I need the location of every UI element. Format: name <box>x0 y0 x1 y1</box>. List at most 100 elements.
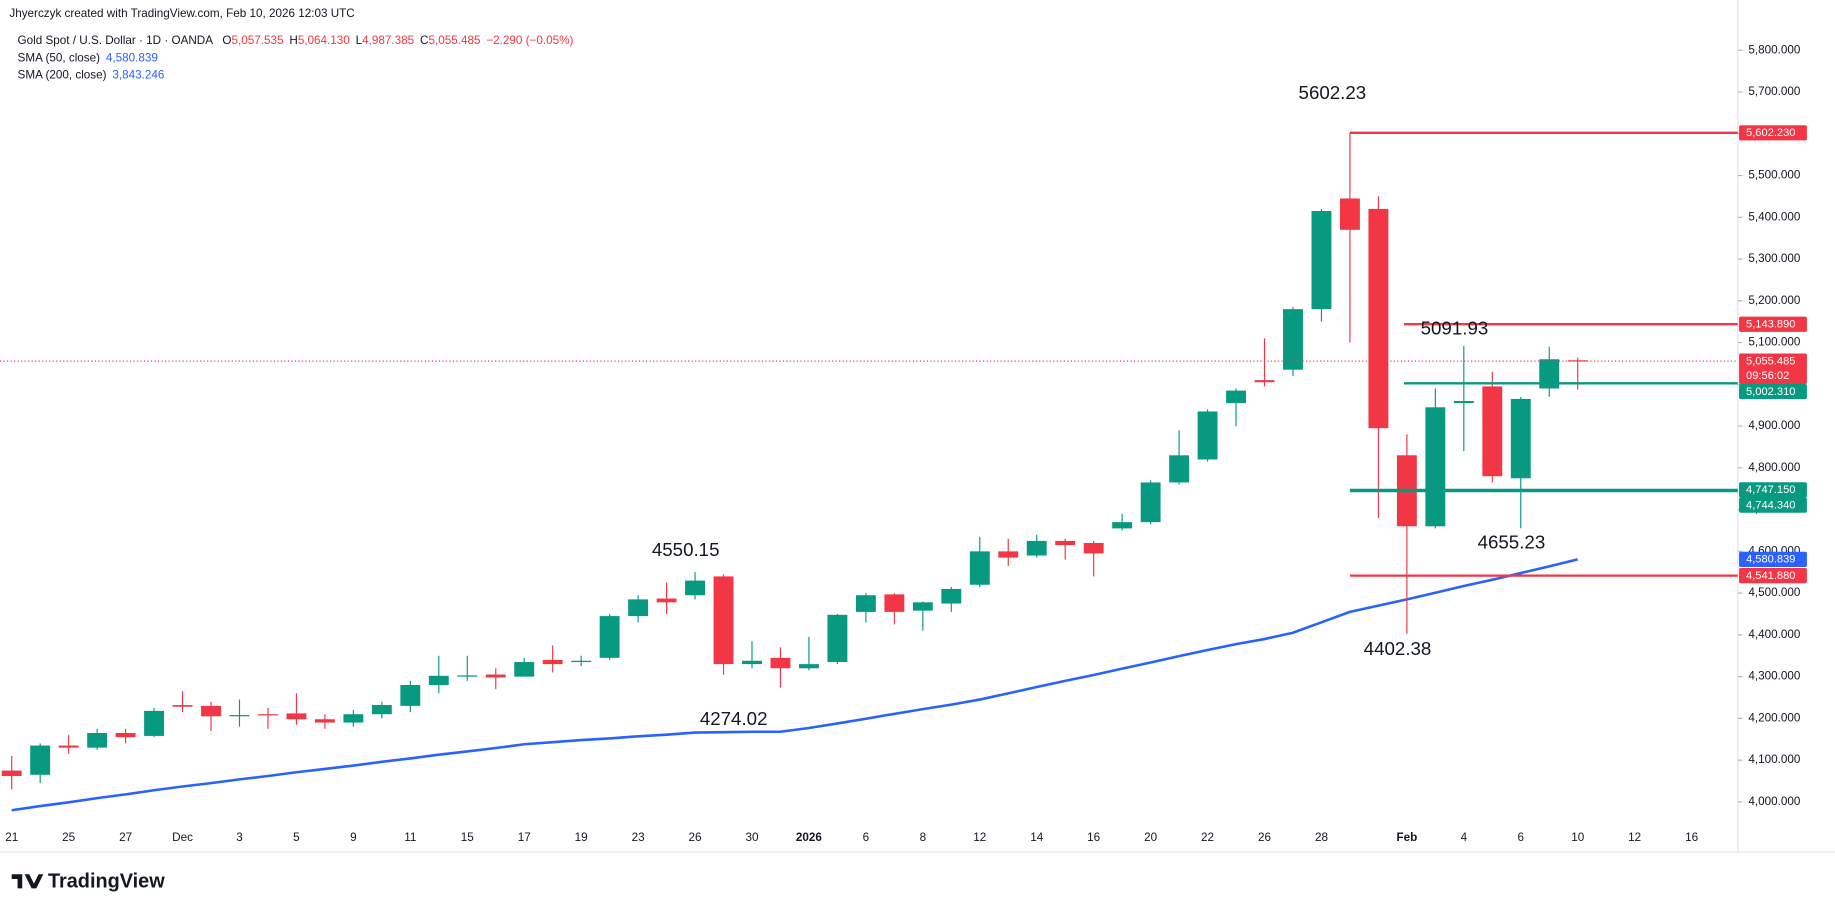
ohlc-key: O <box>222 34 231 47</box>
y-tick-label: 4,900.000 <box>1748 419 1800 432</box>
candle-body <box>969 551 990 585</box>
y-tick-label: 4,800.000 <box>1748 461 1800 474</box>
candle-body <box>1482 386 1503 477</box>
x-tick-label: 17 <box>518 831 531 844</box>
candle-body <box>1283 309 1303 370</box>
ohlc-value: 5,064.130 <box>298 34 350 47</box>
candle-body <box>485 674 506 678</box>
candle-body <box>400 684 421 706</box>
x-tick-label: 12 <box>1628 831 1641 844</box>
candle-body <box>1226 390 1246 404</box>
price-annotation: 4655.23 <box>1478 531 1546 552</box>
x-tick-label: 8 <box>920 831 927 844</box>
candle-body <box>656 598 677 603</box>
x-tick-label: 10 <box>1571 831 1584 844</box>
candle-body <box>58 745 79 748</box>
x-tick-label: 16 <box>1685 831 1698 844</box>
indicator-legend: SMA (200, close) 3,843.246 <box>18 69 165 82</box>
x-tick-label: 6 <box>1518 831 1525 844</box>
x-tick-label: Dec <box>172 831 193 844</box>
price-tag-label: 5,055.485 <box>1746 355 1795 367</box>
candle-body <box>1140 482 1161 523</box>
x-tick-label: Feb <box>1396 831 1417 844</box>
y-tick-label: 4,400.000 <box>1748 628 1800 641</box>
price-annotation: 4274.02 <box>700 708 768 729</box>
y-tick-label: 4,500.000 <box>1748 586 1800 599</box>
price-tag-label: 4,747.150 <box>1746 484 1795 496</box>
x-tick-label: 12 <box>973 831 986 844</box>
y-tick-label: 5,800.000 <box>1748 43 1800 56</box>
price-annotation: 5602.23 <box>1299 82 1367 103</box>
price-tag <box>1739 383 1807 400</box>
legend-symbol-line: Gold Spot / U.S. Dollar · 1D · OANDA O5,0… <box>18 34 574 47</box>
price-tag <box>1739 568 1807 584</box>
candle-body <box>1425 407 1446 527</box>
candle-body <box>1112 522 1133 529</box>
price-tag-label: 4,580.839 <box>1746 554 1795 566</box>
candle-body <box>172 705 193 707</box>
candle-body <box>1197 411 1218 460</box>
ohlc-key: C <box>420 34 428 47</box>
candle-body <box>1055 540 1076 546</box>
candle-body <box>229 715 250 717</box>
candle-body <box>1567 360 1588 362</box>
y-tick-label: 4,300.000 <box>1748 670 1800 683</box>
price-tag <box>1739 316 1807 332</box>
ohlc-value: 4,987.385 <box>362 34 414 47</box>
candle-body <box>884 594 905 612</box>
x-tick-label: 20 <box>1144 831 1158 844</box>
candle-body <box>798 664 819 669</box>
change: −2.290 (−0.05%) <box>486 34 573 47</box>
candle-body <box>742 660 762 665</box>
candle-body <box>457 675 478 677</box>
x-tick-label: 30 <box>745 831 759 844</box>
x-tick-label: 14 <box>1030 831 1044 844</box>
candle-body <box>314 719 335 723</box>
y-tick-label: 5,200.000 <box>1748 294 1800 307</box>
candle-body <box>30 745 51 775</box>
candle-body <box>514 662 535 677</box>
ohlc-value: 5,057.535 <box>232 34 284 47</box>
indicator-name: SMA (200, close) <box>18 69 107 82</box>
x-tick-label: 11 <box>404 831 416 844</box>
indicator-value: 3,843.246 <box>112 69 164 82</box>
indicator-name: SMA (50, close) <box>18 52 101 65</box>
x-tick-label: 28 <box>1315 831 1328 844</box>
y-tick-label: 4,200.000 <box>1748 711 1800 724</box>
x-tick-label: 22 <box>1201 831 1214 844</box>
candle-body <box>1254 380 1275 383</box>
y-tick-label: 5,400.000 <box>1748 210 1800 223</box>
candle-body <box>1169 455 1190 483</box>
x-tick-label: 2026 <box>796 831 823 844</box>
candle-body <box>1539 359 1560 389</box>
candle-body <box>1339 198 1360 230</box>
price-tag-label: 5,143.890 <box>1746 319 1795 331</box>
indicator-value: 4,580.839 <box>106 52 158 65</box>
price-annotation: 4550.15 <box>652 539 720 560</box>
x-tick-label: 27 <box>119 831 132 844</box>
x-tick-label: 26 <box>1258 831 1271 844</box>
candle-body <box>343 714 364 723</box>
symbol: Gold Spot / U.S. Dollar · 1D · OANDA <box>18 34 214 47</box>
candle-body <box>1510 398 1531 479</box>
candle-body <box>542 659 563 665</box>
y-tick-label: 5,100.000 <box>1748 336 1800 349</box>
candle-body <box>286 713 307 720</box>
candle-body <box>428 675 449 685</box>
candle-body <box>827 614 848 663</box>
x-tick-label: 6 <box>863 831 870 844</box>
candle-body <box>1368 208 1389 429</box>
price-annotation: 5091.93 <box>1421 317 1489 338</box>
candle-body <box>1 770 22 777</box>
candle-body <box>1453 401 1474 404</box>
y-tick-label: 5,500.000 <box>1748 169 1800 182</box>
candle-body <box>855 595 876 612</box>
candle-body <box>912 602 933 611</box>
candle-body <box>1026 540 1047 556</box>
candle-body <box>998 551 1019 558</box>
x-tick-label: 3 <box>236 831 243 844</box>
candle-body <box>571 660 592 663</box>
countdown: 09:56:02 <box>1746 370 1789 382</box>
y-tick-label: 5,700.000 <box>1748 85 1800 98</box>
